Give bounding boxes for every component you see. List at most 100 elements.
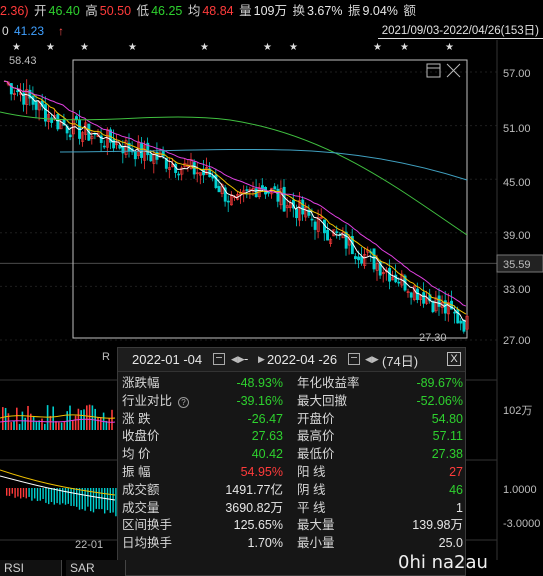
stats-row: 区间换手 125.65% 最大量 139.98万 [122, 517, 463, 535]
stat-value: 25.0 [438, 536, 463, 551]
stat-value: 57.11 [432, 429, 463, 444]
watermark: 0hi na2au [398, 552, 488, 573]
end-date-spinner-icon[interactable]: ◀▶ [365, 354, 379, 364]
macd-bar [67, 488, 69, 504]
volume-bar [44, 423, 46, 430]
event-marker-icon: ★ [200, 42, 209, 53]
date-range-display[interactable]: 2021/09/03-2022/04/26(153日) [377, 23, 543, 39]
selection-box[interactable] [72, 59, 468, 339]
candle-body [59, 122, 63, 130]
macd-histogram [0, 469, 117, 517]
stat-value: -89.67% [416, 376, 463, 390]
candle-body [282, 186, 286, 212]
stats-row: 成交量 3690.82万平 线 1 [122, 500, 463, 518]
y-tick: 39.00 [503, 230, 531, 242]
candle-body [295, 208, 298, 219]
macd-tick: -3.0000 [503, 518, 540, 530]
candle-body [397, 281, 401, 284]
candle-body [242, 190, 246, 193]
candle-body [431, 300, 435, 313]
candle-body [81, 132, 85, 142]
candle-body [279, 188, 283, 206]
macd-bar [11, 488, 13, 494]
ma10-line [3, 80, 467, 315]
stats-row: 涨 跌 -26.47 开盘价 54.80 [122, 411, 463, 429]
event-marker-icon: ★ [46, 42, 55, 53]
macd-bar [50, 488, 53, 503]
candle-body [285, 205, 289, 209]
stat-value: 125.65% [233, 518, 283, 533]
avg-value: 48.84 [202, 4, 234, 18]
candle-body [189, 159, 193, 169]
end-date-input[interactable]: 2022-04 -26 [267, 352, 338, 367]
open-value: 46.40 [48, 4, 80, 18]
stat-label: 开盘价 [297, 411, 335, 426]
event-marker-icon: ★ [128, 42, 137, 53]
macd-bar [64, 488, 67, 505]
start-date-spinner-icon[interactable]: ◀▶ [231, 354, 245, 364]
volume-bar [10, 422, 12, 430]
candle-body [211, 175, 215, 179]
stat-label: 涨 跌 [122, 411, 151, 426]
candle-body [149, 153, 153, 162]
candle-body [313, 221, 317, 230]
volume-bar [13, 420, 15, 430]
candle-body [301, 199, 305, 215]
stat-label: 最大回撤 [297, 393, 348, 408]
interval-stats-popup: 2022-01 -04 ◀▶ - ▶ 2022-04 -26 ◀▶ (74日) … [117, 347, 466, 576]
event-marker-icon: ★ [400, 42, 409, 53]
calendar-icon[interactable] [348, 353, 360, 365]
candle-body [437, 295, 441, 307]
prev-close-fragment: 2.36) [0, 4, 29, 18]
candle-body [205, 167, 209, 175]
macd-bar [87, 488, 89, 507]
end-date-left-arrow-icon[interactable]: ▶ [258, 354, 265, 364]
stat-value: 27.38 [431, 447, 463, 462]
macd-bar [48, 488, 50, 505]
candle-body [453, 311, 457, 314]
stat-value: 139.98万 [412, 518, 463, 533]
candle-body [96, 132, 100, 138]
help-icon[interactable]: ? [178, 396, 189, 408]
tab-sar[interactable]: SAR [66, 560, 126, 576]
event-marker-icon: ★ [373, 42, 382, 53]
candle-body [360, 256, 364, 264]
volume-bar [24, 417, 26, 430]
candle-body [465, 315, 469, 330]
stats-row: 振 幅 54.95% 阳 线 27 [122, 464, 463, 482]
turnover-value: 3.67% [306, 4, 343, 18]
candle-body [357, 256, 360, 261]
macd-bar [59, 488, 61, 505]
volume-bar [38, 420, 40, 430]
volume-bar [55, 421, 57, 430]
stat-value: -39.16% [236, 393, 283, 408]
kline-chart[interactable]: ★ ★ ★ ★ ★ ★ ★ ★ ★ ★ 57.00 51.00 45.00 39.00 33.00… [0, 40, 543, 560]
volume-bar [108, 418, 110, 430]
candle-body [440, 302, 444, 308]
macd-bar [90, 488, 92, 512]
stat-value: 27.63 [251, 429, 283, 444]
macd-bar [36, 488, 39, 502]
start-date-input[interactable]: 2022-01 -04 [132, 352, 203, 367]
volume-bar [80, 410, 82, 430]
volume-bar [97, 417, 99, 430]
candle-body [384, 269, 388, 273]
close-button[interactable]: X [447, 352, 461, 366]
event-marker-icon: ★ [263, 42, 272, 53]
up-arrow-icon: ↑ [58, 24, 64, 38]
volume-bar [66, 411, 68, 430]
stat-label: 最高价 [297, 429, 335, 444]
macd-bar [17, 488, 19, 497]
candle-body [446, 302, 450, 315]
tab-rsi[interactable]: RSI [0, 560, 62, 576]
candle-body [195, 172, 199, 175]
candle-body [415, 288, 419, 300]
volume-bar [4, 407, 7, 430]
volume-bar [60, 422, 63, 430]
stat-label: 阳 线 [297, 464, 326, 479]
selection-box-controls[interactable] [426, 63, 461, 78]
candle-body [25, 89, 29, 105]
macd-bar [76, 488, 78, 507]
calendar-icon[interactable] [213, 353, 225, 365]
stat-value: 40.42 [251, 447, 283, 462]
